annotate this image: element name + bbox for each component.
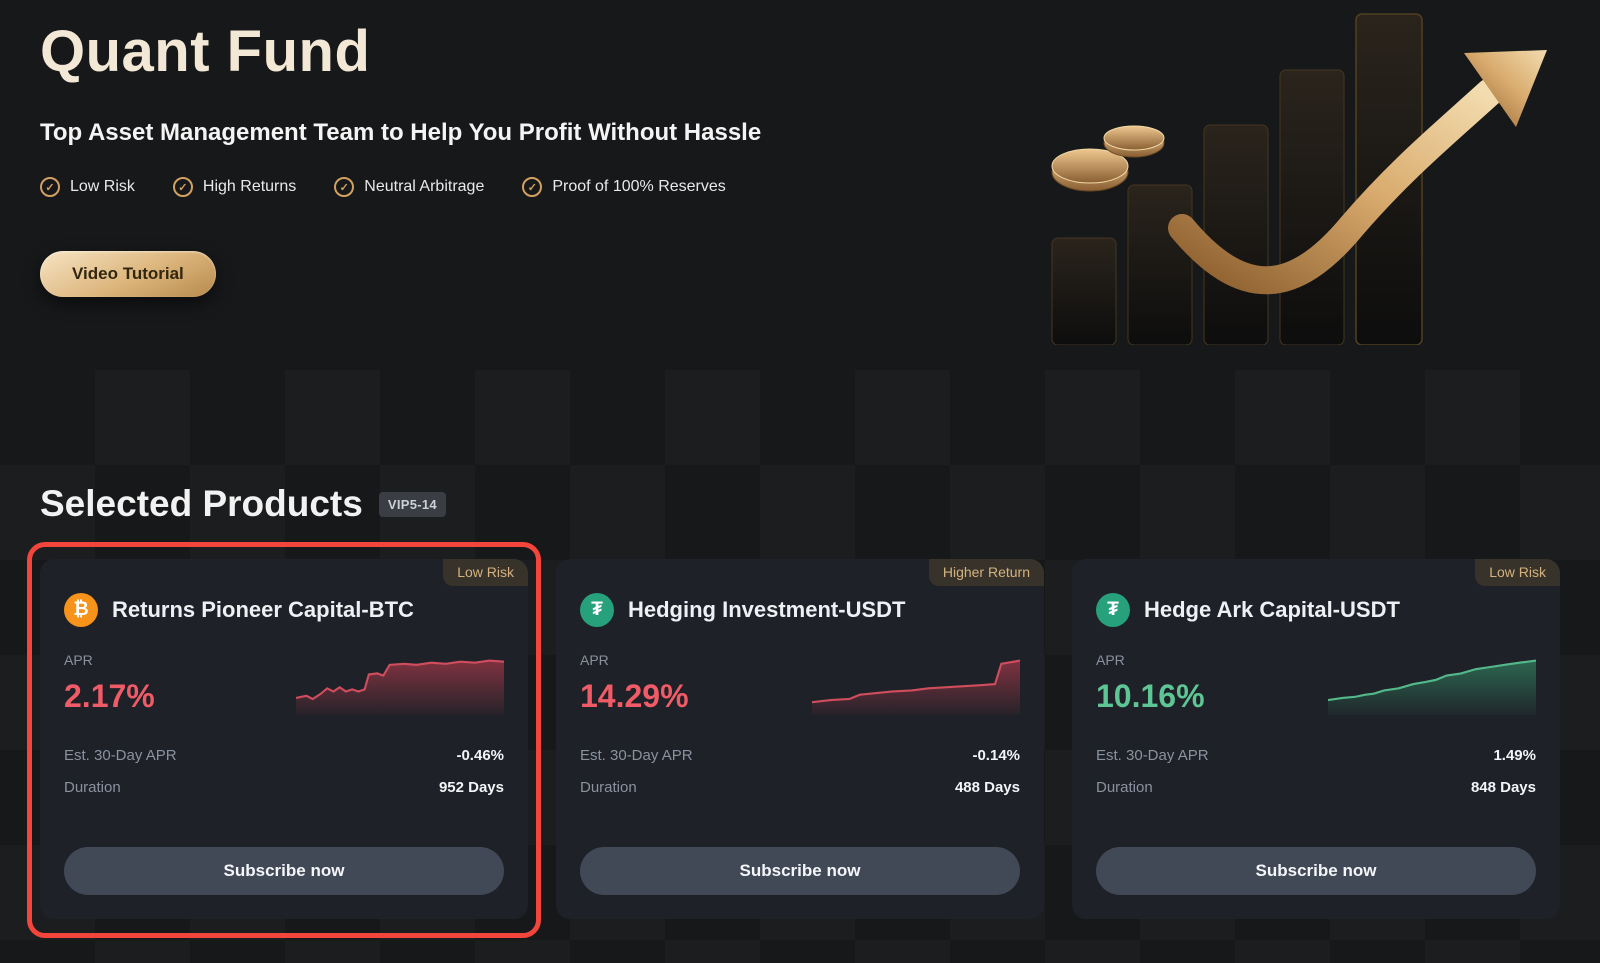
product-name: Hedge Ark Capital-USDT (1144, 597, 1400, 622)
section-title: Selected Products (40, 483, 363, 524)
hero-illustration (1051, 13, 1547, 345)
est-apr-value: 1.49% (1493, 747, 1536, 764)
est-apr-row: Est. 30-Day APR -0.14% (580, 747, 1020, 764)
apr-label: APR (1096, 652, 1125, 668)
duration-label: Duration (64, 779, 121, 796)
vip-badge: VIP5-14 (378, 491, 446, 517)
card-header: ₮ Hedge Ark Capital-USDT (1096, 593, 1536, 627)
product-name: Returns Pioneer Capital-BTC (112, 597, 414, 622)
est-apr-row: Est. 30-Day APR 1.49% (1096, 747, 1536, 764)
feature-list: ✓ Low Risk ✓ High Returns ✓ Neutral Arbi… (40, 177, 1560, 197)
card-header: ₿ Returns Pioneer Capital-BTC (64, 593, 504, 627)
apr-block: APR 10.16% (1096, 652, 1205, 715)
duration-value: 848 Days (1470, 779, 1536, 796)
bar-shape (1279, 69, 1345, 345)
product-card-wrap: Low Risk ₿ Returns Pioneer Capital-BTC A… (27, 542, 541, 938)
duration-row: Duration 848 Days (1096, 779, 1536, 796)
check-icon: ✓ (172, 177, 193, 197)
card-header: ₮ Hedging Investment-USDT (580, 593, 1020, 627)
risk-tag: Low Risk (443, 559, 528, 586)
subscribe-button[interactable]: Subscribe now (64, 847, 504, 895)
feature-label: Neutral Arbitrage (364, 178, 485, 195)
apr-block: APR 14.29% (580, 652, 689, 715)
product-card-hedge-ark-usdt[interactable]: Low Risk ₮ Hedge Ark Capital-USDT APR 10… (1072, 559, 1560, 919)
bar-shape (1127, 184, 1193, 345)
feature-label: Low Risk (70, 178, 135, 195)
apr-value: 14.29% (580, 678, 689, 714)
risk-tag: Low Risk (1475, 559, 1560, 586)
btc-coin-icon: ₿ (64, 593, 98, 627)
page-title: Quant Fund (40, 19, 371, 84)
duration-row: Duration 488 Days (580, 779, 1020, 796)
coin-shape (1051, 148, 1129, 184)
apr-sparkline-chart (295, 651, 505, 715)
duration-value: 952 Days (438, 779, 504, 796)
est-apr-value: -0.14% (972, 747, 1020, 764)
card-meta: Est. 30-Day APR 1.49% Duration 848 Days (1096, 747, 1536, 796)
feature-label: High Returns (202, 178, 297, 195)
apr-row: APR 2.17% (64, 651, 505, 715)
duration-row: Duration 952 Days (64, 779, 504, 796)
subscribe-button[interactable]: Subscribe now (1096, 847, 1536, 895)
apr-row: APR 10.16% (1096, 651, 1537, 715)
feature-low-risk: ✓ Low Risk (40, 177, 135, 197)
est-apr-label: Est. 30-Day APR (1096, 747, 1209, 764)
duration-label: Duration (580, 779, 637, 796)
product-card-hedging-usdt[interactable]: Higher Return ₮ Hedging Investment-USDT … (556, 559, 1044, 919)
subscribe-button[interactable]: Subscribe now (580, 847, 1020, 895)
hero-subtitle: Top Asset Management Team to Help You Pr… (40, 119, 762, 146)
usdt-coin-icon: ₮ (1096, 593, 1130, 627)
apr-block: APR 2.17% (64, 652, 155, 715)
product-card-wrap: Low Risk ₮ Hedge Ark Capital-USDT APR 10… (1072, 559, 1560, 919)
risk-tag: Higher Return (928, 559, 1044, 586)
apr-row: APR 14.29% (580, 651, 1021, 715)
feature-label: Proof of 100% Reserves (552, 178, 726, 195)
est-apr-row: Est. 30-Day APR -0.46% (64, 747, 504, 764)
coin-shape (1103, 125, 1165, 151)
feature-neutral-arbitrage: ✓ Neutral Arbitrage (334, 177, 484, 197)
est-apr-label: Est. 30-Day APR (580, 747, 693, 764)
check-icon: ✓ (522, 177, 543, 197)
feature-proof-of-reserves: ✓ Proof of 100% Reserves (522, 177, 726, 197)
bar-shape (1203, 124, 1269, 345)
product-card-wrap: Higher Return ₮ Hedging Investment-USDT … (556, 559, 1044, 919)
est-apr-value: -0.46% (456, 747, 504, 764)
feature-high-returns: ✓ High Returns (172, 177, 297, 197)
apr-label: APR (64, 652, 93, 668)
growth-arrow (1168, 78, 1504, 295)
products-header: Selected Products VIP5-14 (40, 483, 1560, 525)
arrow-head (1464, 50, 1547, 127)
apr-value: 2.17% (64, 678, 155, 714)
card-meta: Est. 30-Day APR -0.46% Duration 952 Days (64, 747, 504, 796)
apr-sparkline-chart (811, 651, 1021, 715)
bar-shape (1051, 237, 1117, 345)
product-cards: Low Risk ₿ Returns Pioneer Capital-BTC A… (27, 542, 1560, 938)
check-icon: ✓ (334, 177, 355, 197)
apr-label: APR (580, 652, 609, 668)
product-card-btc[interactable]: Low Risk ₿ Returns Pioneer Capital-BTC A… (40, 559, 528, 919)
duration-label: Duration (1096, 779, 1153, 796)
card-meta: Est. 30-Day APR -0.14% Duration 488 Days (580, 747, 1020, 796)
video-tutorial-button[interactable]: Video Tutorial (40, 251, 216, 297)
hero-section: Quant Fund Top Asset Management Team to … (0, 0, 1600, 345)
selected-products-section: Selected Products VIP5-14 Low Risk ₿ Ret… (0, 483, 1600, 938)
est-apr-label: Est. 30-Day APR (64, 747, 177, 764)
duration-value: 488 Days (954, 779, 1020, 796)
apr-value: 10.16% (1096, 678, 1205, 714)
usdt-coin-icon: ₮ (580, 593, 614, 627)
check-icon: ✓ (40, 177, 60, 197)
apr-sparkline-chart (1327, 651, 1537, 715)
product-name: Hedging Investment-USDT (628, 597, 906, 622)
